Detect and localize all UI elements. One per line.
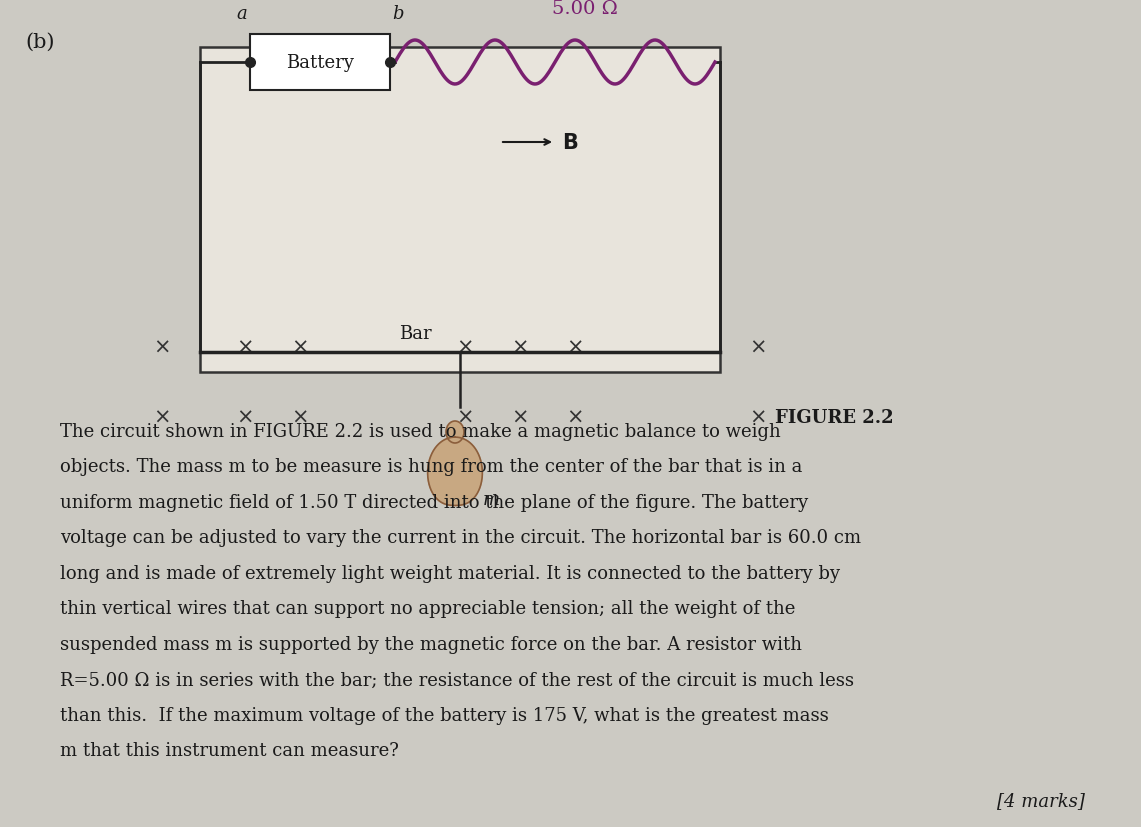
Polygon shape	[428, 437, 483, 506]
Text: m: m	[483, 490, 500, 509]
Text: long and is made of extremely light weight material. It is connected to the batt: long and is made of extremely light weig…	[60, 564, 840, 582]
Text: ×: ×	[566, 337, 584, 357]
Bar	[200, 48, 720, 372]
Text: ×: ×	[750, 337, 767, 357]
Text: ×: ×	[750, 408, 767, 428]
Text: Battery: Battery	[286, 54, 354, 72]
Text: ×: ×	[511, 337, 528, 357]
Text: ×: ×	[456, 408, 474, 428]
Text: $\mathbf{B}$: $\mathbf{B}$	[563, 133, 578, 153]
Text: ×: ×	[153, 408, 171, 428]
Text: [4 marks]: [4 marks]	[997, 791, 1085, 809]
Text: ×: ×	[291, 408, 309, 428]
Bar	[250, 35, 390, 91]
Text: (b): (b)	[25, 33, 55, 52]
Text: ×: ×	[566, 408, 584, 428]
Text: uniform magnetic field of 1.50 T directed into the plane of the figure. The batt: uniform magnetic field of 1.50 T directe…	[60, 494, 808, 511]
Text: b: b	[393, 5, 404, 23]
Text: ×: ×	[153, 337, 171, 357]
Text: ×: ×	[236, 408, 253, 428]
Text: suspended mass m is supported by the magnetic force on the bar. A resistor with: suspended mass m is supported by the mag…	[60, 635, 802, 653]
Text: ×: ×	[511, 408, 528, 428]
Text: Bar: Bar	[398, 325, 431, 342]
Text: voltage can be adjusted to vary the current in the circuit. The horizontal bar i: voltage can be adjusted to vary the curr…	[60, 528, 861, 547]
Text: 5.00 Ω: 5.00 Ω	[552, 0, 618, 18]
Text: than this.  If the maximum voltage of the battery is 175 V, what is the greatest: than this. If the maximum voltage of the…	[60, 706, 828, 724]
Ellipse shape	[446, 422, 464, 443]
Text: thin vertical wires that can support no appreciable tension; all the weight of t: thin vertical wires that can support no …	[60, 600, 795, 618]
Text: R=5.00 Ω is in series with the bar; the resistance of the rest of the circuit is: R=5.00 Ω is in series with the bar; the …	[60, 671, 853, 689]
Text: ×: ×	[456, 337, 474, 357]
Text: objects. The mass m to be measure is hung from the center of the bar that is in : objects. The mass m to be measure is hun…	[60, 458, 802, 476]
Text: The circuit shown in FIGURE 2.2 is used to make a magnetic balance to weigh: The circuit shown in FIGURE 2.2 is used …	[60, 423, 780, 441]
Text: a: a	[236, 5, 248, 23]
Text: ×: ×	[236, 337, 253, 357]
Text: FIGURE 2.2: FIGURE 2.2	[775, 409, 893, 427]
Text: ×: ×	[291, 337, 309, 357]
Text: m that this instrument can measure?: m that this instrument can measure?	[60, 742, 399, 759]
